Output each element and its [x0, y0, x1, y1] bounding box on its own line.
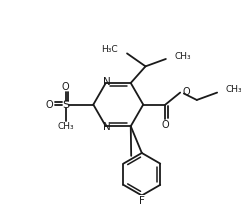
- Text: CH₃: CH₃: [174, 52, 191, 61]
- Text: H₃C: H₃C: [101, 45, 118, 54]
- Text: F: F: [139, 196, 145, 206]
- Text: O: O: [45, 100, 53, 110]
- Text: CH₃: CH₃: [57, 122, 74, 131]
- Text: O: O: [182, 87, 190, 97]
- Text: S: S: [62, 100, 69, 110]
- Text: N: N: [103, 77, 111, 87]
- Text: CH₃: CH₃: [225, 85, 241, 94]
- Text: N: N: [103, 122, 111, 132]
- Text: O: O: [62, 82, 69, 92]
- Text: O: O: [161, 120, 169, 130]
